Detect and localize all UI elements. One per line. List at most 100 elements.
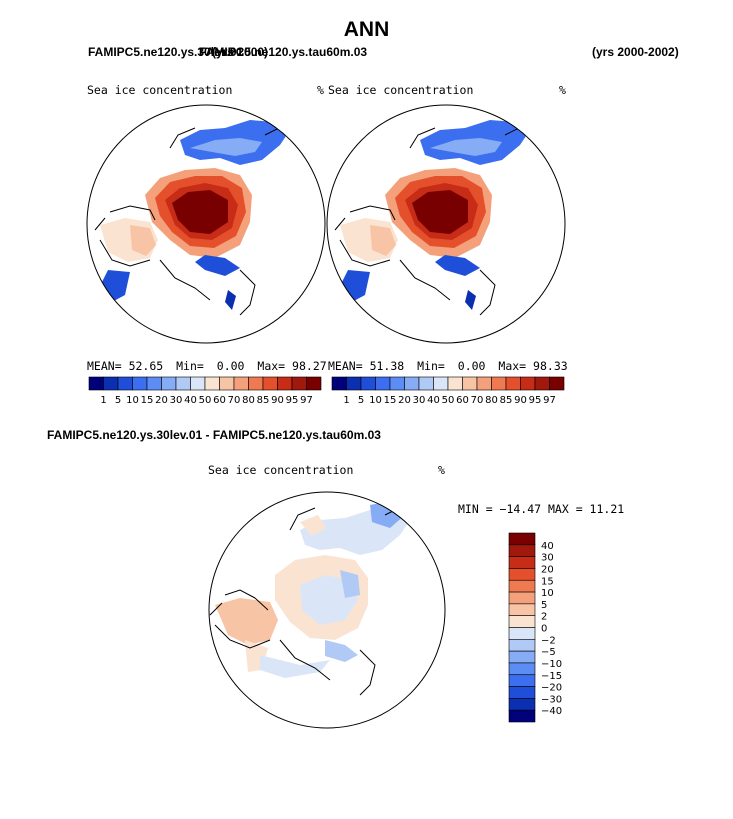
colorbar-diff-tick-label: 0	[541, 624, 547, 635]
colorbar-diff-swatch	[508, 698, 536, 711]
colorbar-diff-swatch	[508, 556, 536, 569]
colorbar-panel1-tick-label: 30	[170, 395, 183, 406]
colorbar-panel1-swatch	[233, 376, 249, 391]
colorbar-panel2-swatch	[491, 376, 507, 391]
colorbar-diff-tick-label: 2	[541, 612, 547, 623]
panel2-boundary	[326, 104, 566, 344]
colorbar-diff-swatch	[508, 591, 536, 605]
colorbar-diff-swatch	[508, 662, 536, 676]
colorbar-panel1-swatch	[161, 376, 177, 391]
colorbar-diff-swatch	[508, 686, 536, 699]
panel2-max-label: Max=	[498, 359, 527, 373]
colorbar-panel2-tick-label: 60	[456, 395, 469, 406]
colorbar-panel1-swatch	[277, 376, 293, 391]
colorbar-panel1-swatch	[175, 376, 191, 391]
colorbar-panel2-tick-label: 50	[442, 395, 455, 406]
colorbar-panel1-swatch	[190, 376, 206, 391]
panel1-max-label: Max=	[257, 359, 286, 373]
panel2-units-label: %	[559, 83, 566, 97]
colorbar-panel1-tick-label: 50	[199, 395, 212, 406]
panel2-map	[334, 120, 530, 316]
colorbar-panel2-swatch	[462, 376, 478, 391]
case-label-a: FAMIPC5.ne120.ys.30lev.01	[88, 45, 244, 59]
colorbar-panel2-swatch	[476, 376, 492, 391]
panel2-stats: MEAN= 51.38 Min= 0.00 Max= 98.33	[328, 359, 568, 373]
panel1-min-value: 0.00	[216, 359, 245, 373]
colorbar-panel2: 1 5 10 15 20 30 40 50 60 70 80 85 90 95 97	[331, 376, 565, 406]
colorbar-panel1-tick-label: 85	[257, 395, 270, 406]
colorbar-panel2-swatch	[534, 376, 550, 391]
colorbar-diff-swatch	[508, 568, 536, 581]
colorbar-panel2-swatch	[331, 376, 347, 391]
colorbar-panel2-swatch	[520, 376, 536, 391]
colorbar-panel2-tick-label: 40	[427, 395, 440, 406]
colorbar-panel2-swatch	[346, 376, 362, 391]
colorbar-panel1-tick-label: 1	[100, 395, 106, 406]
colorbar-diff-tick-label: 10	[541, 588, 554, 599]
panel2-mean-label: MEAN=	[328, 359, 363, 373]
diff-title: FAMIPC5.ne120.ys.30lev.01 - FAMIPC5.ne12…	[47, 428, 381, 442]
panel1-mean-value: 52.65	[128, 359, 164, 373]
colorbar-panel1-tick-label: 60	[213, 395, 226, 406]
colorbar-panel2-tick-label: 30	[413, 395, 426, 406]
colorbar-panel1-swatch	[306, 376, 322, 391]
colorbar-diff-tick-label: −5	[541, 647, 556, 658]
panel2-min-value: 0.00	[457, 359, 486, 373]
colorbar-panel1-tick-label: 97	[300, 395, 313, 406]
colorbar-panel1-swatch	[132, 376, 148, 391]
panel1-boundary	[86, 104, 326, 344]
colorbar-panel2-tick-label: 85	[500, 395, 513, 406]
colorbar-panel2-tick-label: 15	[384, 395, 397, 406]
colorbar-panel1-tick-label: 90	[271, 395, 284, 406]
colorbar-panel2-swatch	[433, 376, 449, 391]
colorbar-panel1-tick-label: 80	[242, 395, 255, 406]
panel1-stats: MEAN= 52.65 Min= 0.00 Max= 98.27	[87, 359, 327, 373]
colorbar-diff-swatch	[508, 544, 536, 557]
colorbar-panel1-swatch	[117, 376, 133, 391]
colorbar-diff-tick-label: −2	[541, 635, 556, 646]
colorbar-panel1-tick-label: 95	[286, 395, 299, 406]
colorbar-diff-swatch	[508, 579, 536, 593]
colorbar-diff-swatch	[508, 639, 536, 652]
colorbar-panel1-tick-label: 10	[126, 395, 139, 406]
colorbar-diff-tick-label: 20	[541, 564, 554, 575]
page-title: ANN	[343, 18, 390, 41]
colorbar-panel2-tick-label: 95	[529, 395, 542, 406]
colorbar-panel1-swatch	[291, 376, 307, 391]
panel1-map	[94, 120, 290, 316]
colorbar-panel2-tick-label: 90	[514, 395, 527, 406]
colorbar-diff-tick-label: 5	[541, 600, 547, 611]
colorbar-panel2-tick-label: 1	[343, 395, 349, 406]
colorbar-panel2-swatch	[505, 376, 521, 391]
colorbar-diff-tick-label: −40	[541, 706, 562, 717]
colorbar-panel2-tick-label: 70	[471, 395, 484, 406]
colorbar-panel2-swatch	[389, 376, 405, 391]
panel1-units-label: %	[317, 83, 324, 97]
colorbar-panel2-tick-label: 10	[369, 395, 382, 406]
colorbar-panel2-swatch	[447, 376, 463, 391]
colorbar-panel2-tick-label: 97	[543, 395, 556, 406]
colorbar-panel1-tick-label: 40	[184, 395, 197, 406]
diff-minmax: MIN = −14.47 MAX = 11.21	[458, 502, 625, 516]
colorbar-panel1-tick-label: 5	[115, 395, 121, 406]
diff-units-label: %	[438, 463, 445, 477]
colorbar-diff-tick-label: −30	[541, 694, 562, 705]
colorbar-panel1-tick-label: 70	[228, 395, 241, 406]
colorbar-panel2-tick-label: 80	[485, 395, 498, 406]
colorbar-diff-tick-label: 15	[541, 576, 554, 587]
colorbar-panel2-swatch	[360, 376, 376, 391]
colorbar-panel1-swatch	[219, 376, 235, 391]
colorbar-diff-tick-label: −20	[541, 683, 562, 694]
colorbar-panel2-swatch	[404, 376, 420, 391]
colorbar-panel1-swatch	[262, 376, 278, 391]
colorbar-panel2-swatch	[549, 376, 565, 391]
colorbar-panel1-swatch	[204, 376, 220, 391]
colorbar-panel2-tick-label: 5	[358, 395, 364, 406]
colorbar-diff-swatch	[508, 532, 536, 546]
years-label-right: (yrs 2000-2002)	[592, 45, 679, 59]
colorbar-diff-swatch	[508, 627, 536, 640]
panel1-max-value: 98.27	[292, 359, 327, 373]
colorbar-diff-swatch	[508, 674, 536, 687]
